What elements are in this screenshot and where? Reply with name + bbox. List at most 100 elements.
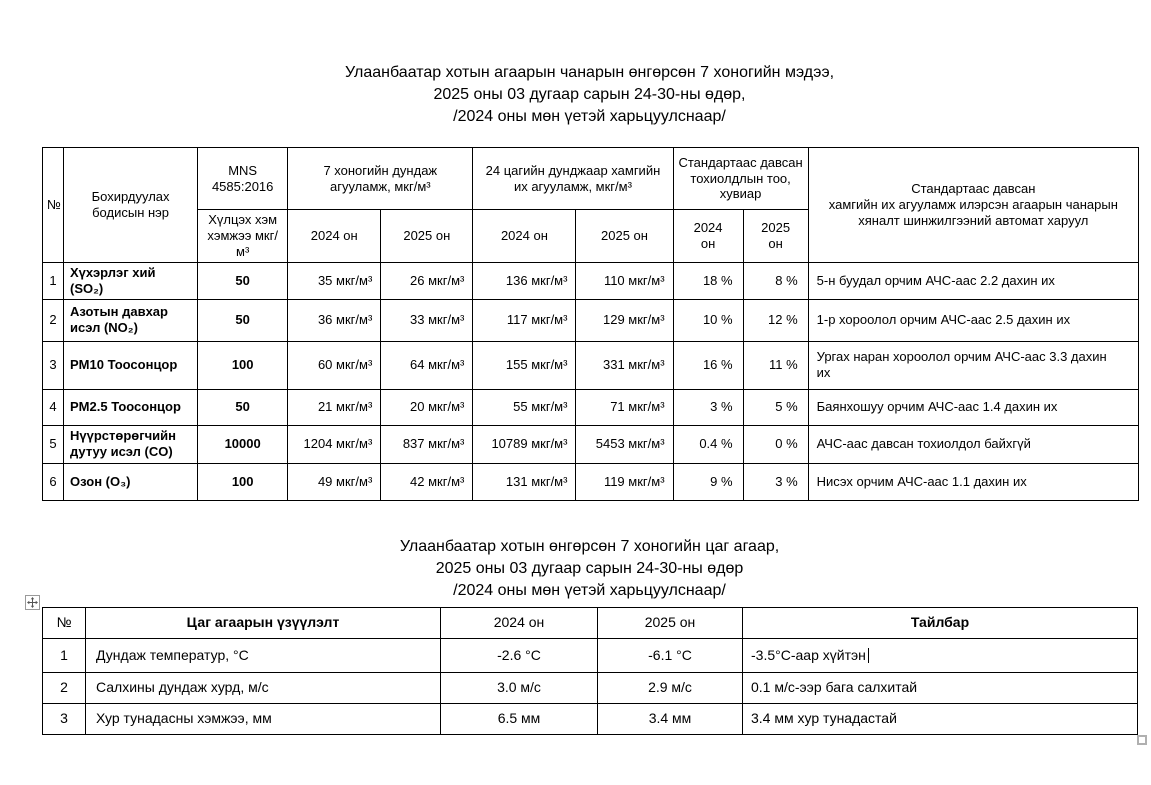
air-subheader-weekly-2025: 2025 он — [380, 209, 474, 263]
air-table-row: 5 Нүүрстөрөгчийн дутуу исэл (CO) 10000 1… — [41, 424, 1140, 464]
air-row-3-no: 3 — [41, 340, 65, 390]
weather-row-1-indicator: Дундаж температур, °С — [85, 638, 441, 673]
air-subheader-exceed-2024: 2024 он — [672, 209, 744, 263]
air-row-5-no: 5 — [41, 424, 65, 464]
air-row-1-limit: 50 — [197, 261, 289, 300]
weather-row-2-indicator: Салхины дундаж хурд, м/с — [85, 672, 441, 704]
weather-row-1-no: 1 — [42, 638, 86, 673]
air-row-2-daily-2024: 117 мкг/м³ — [472, 298, 577, 342]
air-row-1-daily-2024: 136 мкг/м³ — [472, 261, 577, 300]
text-cursor — [867, 647, 869, 663]
air-row-3-limit: 100 — [197, 340, 289, 390]
air-row-5-pollutant: Нүүрстөрөгчийн дутуу исэл (CO) — [63, 424, 199, 464]
weather-row-2-note: 0.1 м/с-ээр бага салхитай — [742, 672, 1138, 704]
air-row-5-weekly-2024: 1204 мкг/м³ — [287, 424, 382, 464]
air-row-3-daily-2024: 155 мкг/м³ — [472, 340, 577, 390]
air-row-6-pollutant: Озон (O₃) — [63, 462, 199, 501]
air-row-6-daily-2025: 119 мкг/м³ — [575, 462, 674, 501]
air-table-row: 3 PM10 Тоосонцор 100 60 мкг/м³ 64 мкг/м³… — [41, 340, 1140, 390]
air-row-5-station: АЧС-аас давсан тохиолдол байхгүй — [807, 424, 1140, 464]
air-row-4-weekly-2025: 20 мкг/м³ — [380, 388, 474, 426]
air-row-1-weekly-2025: 26 мкг/м³ — [380, 261, 474, 300]
air-row-6-weekly-2025: 42 мкг/м³ — [380, 462, 474, 501]
air-row-5-weekly-2025: 837 мкг/м³ — [380, 424, 474, 464]
air-row-1-station: 5-н буудал орчим АЧС-аас 2.2 дахин их — [807, 261, 1140, 300]
air-table-row: 4 PM2.5 Тоосонцор 50 21 мкг/м³ 20 мкг/м³… — [41, 388, 1140, 426]
air-row-6-exceed-2025: 3 % — [742, 462, 809, 501]
air-header-weekly-avg: 7 хоногийн дундаж агууламж, мкг/м³ — [287, 147, 474, 210]
air-row-4-station: Баянхошуу орчим АЧС-аас 1.4 дахин их — [807, 388, 1140, 426]
air-row-5-exceed-2025: 0 % — [742, 424, 809, 464]
air-row-6-exceed-2024: 9 % — [672, 462, 744, 501]
air-row-1-exceed-2024: 18 % — [672, 261, 744, 300]
air-subheader-weekly-2024: 2024 он — [287, 209, 382, 263]
air-table-row: 2 Азотын давхар исэл (NO₂) 50 36 мкг/м³ … — [41, 298, 1140, 342]
weather-table: № Цаг агаарын үзүүлэлт 2024 он 2025 он Т… — [42, 607, 1138, 735]
air-row-6-no: 6 — [41, 462, 65, 501]
air-row-5-limit: 10000 — [197, 424, 289, 464]
air-report-title: Улаанбаатар хотын агаарын чанарын өнгөрс… — [344, 64, 835, 125]
table-resize-handle[interactable] — [1137, 735, 1147, 745]
weather-table-row: 2 Салхины дундаж хурд, м/с 3.0 м/с 2.9 м… — [42, 672, 1138, 704]
weather-row-1-note[interactable]: -3.5°С-аар хүйтэн — [742, 638, 1138, 673]
weather-row-3-indicator: Хур тунадасны хэмжээ, мм — [85, 703, 441, 735]
weather-row-3-note: 3.4 мм хур тунадастай — [742, 703, 1138, 735]
air-row-3-pollutant: PM10 Тоосонцор — [63, 340, 199, 390]
air-row-2-station: 1-р хороолол орчим АЧС-аас 2.5 дахин их — [807, 298, 1140, 342]
air-table-row: 6 Озон (O₃) 100 49 мкг/м³ 42 мкг/м³ 131 … — [41, 462, 1140, 501]
air-header-daily-max: 24 цагийн дунджаар хамгийн их агууламж, … — [472, 147, 674, 210]
air-row-5-daily-2024: 10789 мкг/м³ — [472, 424, 577, 464]
air-row-3-exceed-2025: 11 % — [742, 340, 809, 390]
air-row-2-daily-2025: 129 мкг/м³ — [575, 298, 674, 342]
air-table-row: 1 Хүхэрлэг хий (SO₂) 50 35 мкг/м³ 26 мкг… — [41, 261, 1140, 300]
air-row-2-weekly-2024: 36 мкг/м³ — [287, 298, 382, 342]
air-header-no: № — [41, 147, 65, 263]
air-row-4-pollutant: PM2.5 Тоосонцор — [63, 388, 199, 426]
weather-header-2025: 2025 он — [597, 607, 743, 639]
weather-report-title: Улаанбаатар хотын өнгөрсөн 7 хоногийн ца… — [399, 538, 780, 599]
weather-row-1-2024: -2.6 °С — [440, 638, 598, 673]
air-row-2-pollutant: Азотын давхар исэл (NO₂) — [63, 298, 199, 342]
air-row-2-limit: 50 — [197, 298, 289, 342]
table-move-handle[interactable] — [25, 595, 40, 610]
air-row-2-exceed-2025: 12 % — [742, 298, 809, 342]
air-row-4-daily-2024: 55 мкг/м³ — [472, 388, 577, 426]
air-row-2-weekly-2025: 33 мкг/м³ — [380, 298, 474, 342]
air-header-pollutant: Бохирдуулах бодисын нэр — [63, 147, 199, 263]
air-row-1-pollutant: Хүхэрлэг хий (SO₂) — [63, 261, 199, 300]
air-row-1-daily-2025: 110 мкг/м³ — [575, 261, 674, 300]
air-header-station: Стандартаас давсан хамгийн их агууламж и… — [807, 147, 1140, 263]
air-row-1-exceed-2025: 8 % — [742, 261, 809, 300]
air-row-5-exceed-2024: 0.4 % — [672, 424, 744, 464]
air-subheader-daily-2024: 2024 он — [472, 209, 577, 263]
move-icon — [27, 597, 38, 608]
air-row-4-daily-2025: 71 мкг/м³ — [575, 388, 674, 426]
air-quality-table: № Бохирдуулах бодисын нэр MNS 4585:2016 … — [41, 147, 1140, 501]
air-subheader-daily-2025: 2025 он — [575, 209, 674, 263]
air-row-3-station: Ургах наран хороолол орчим АЧС-аас 3.3 д… — [807, 340, 1140, 390]
weather-row-2-no: 2 — [42, 672, 86, 704]
weather-header-2024: 2024 он — [440, 607, 598, 639]
air-row-2-no: 2 — [41, 298, 65, 342]
weather-header-note: Тайлбар — [742, 607, 1138, 639]
air-row-6-daily-2024: 131 мкг/м³ — [472, 462, 577, 501]
air-row-4-no: 4 — [41, 388, 65, 426]
air-subheader-limit: Хүлцэх хэм хэмжээ мкг/м³ — [197, 209, 289, 263]
air-row-6-weekly-2024: 49 мкг/м³ — [287, 462, 382, 501]
air-row-6-station: Нисэх орчим АЧС-аас 1.1 дахин их — [807, 462, 1140, 501]
air-row-4-weekly-2024: 21 мкг/м³ — [287, 388, 382, 426]
weather-row-2-2025: 2.9 м/с — [597, 672, 743, 704]
weather-row-3-2025: 3.4 мм — [597, 703, 743, 735]
weather-table-row: 3 Хур тунадасны хэмжээ, мм 6.5 мм 3.4 мм… — [42, 703, 1138, 735]
air-header-exceed-count: Стандартаас давсан тохиолдлын тоо, хувиа… — [672, 147, 809, 210]
air-row-5-daily-2025: 5453 мкг/м³ — [575, 424, 674, 464]
air-row-2-exceed-2024: 10 % — [672, 298, 744, 342]
air-header-mns: MNS 4585:2016 — [197, 147, 289, 210]
air-row-1-weekly-2024: 35 мкг/м³ — [287, 261, 382, 300]
air-row-6-limit: 100 — [197, 462, 289, 501]
air-row-3-daily-2025: 331 мкг/м³ — [575, 340, 674, 390]
air-row-4-exceed-2024: 3 % — [672, 388, 744, 426]
air-subheader-exceed-2025: 2025 он — [742, 209, 809, 263]
weather-table-row: 1 Дундаж температур, °С -2.6 °С -6.1 °С … — [42, 638, 1138, 673]
